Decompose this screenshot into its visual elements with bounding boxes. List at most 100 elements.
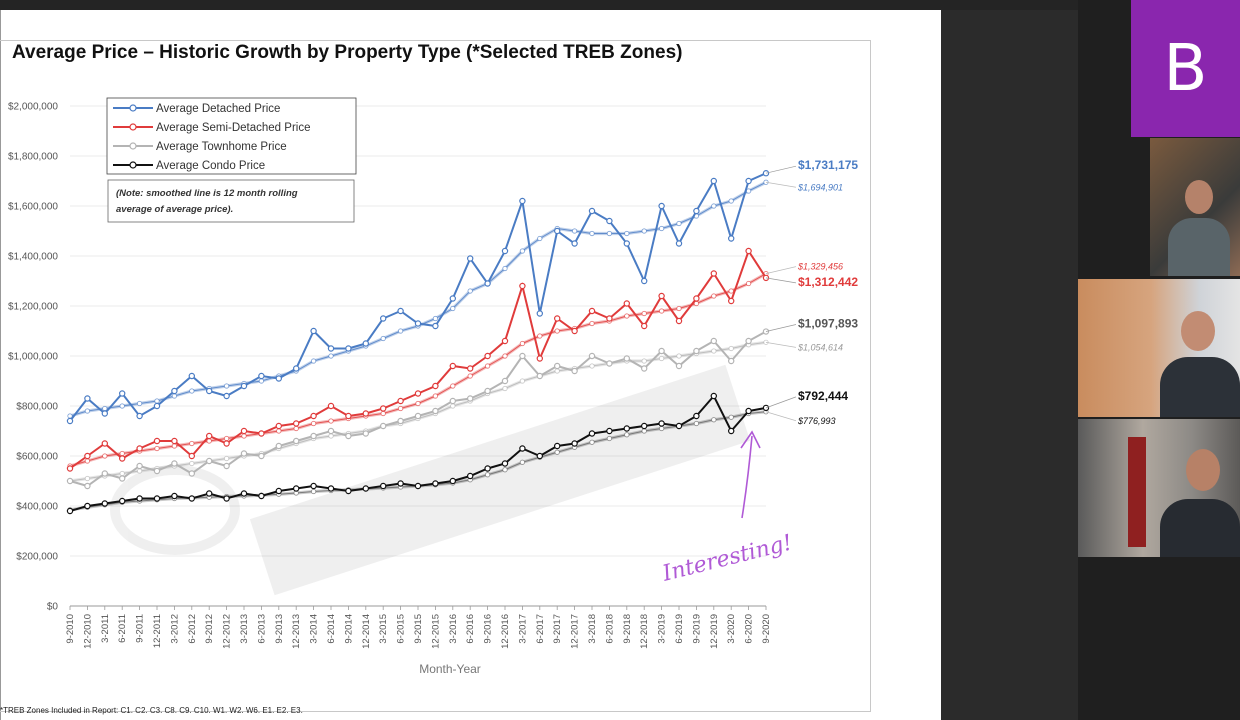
data-point	[205, 387, 213, 395]
data-point	[310, 327, 317, 335]
data-point	[66, 465, 74, 472]
smoothed-point	[467, 373, 473, 379]
data-point	[414, 320, 422, 327]
data-point	[118, 497, 126, 505]
smoothed-point	[589, 363, 595, 369]
smoothed-point	[606, 435, 613, 442]
data-point	[345, 412, 352, 420]
smoothed-point	[189, 460, 195, 467]
data-point	[240, 427, 248, 435]
final-value-label: $792,444	[798, 389, 848, 403]
participant-video-3[interactable]	[1078, 419, 1240, 557]
smoothed-point	[711, 203, 717, 209]
data-point	[153, 402, 161, 410]
participant-head	[1185, 180, 1213, 214]
smoothed-point	[711, 348, 717, 354]
label-leader	[765, 181, 797, 188]
legend-label: Average Detached Price	[156, 103, 280, 115]
data-point	[397, 397, 404, 405]
data-point	[641, 277, 648, 285]
data-point	[571, 367, 578, 375]
smoothed-point	[380, 410, 386, 417]
data-point	[554, 315, 561, 322]
data-point	[205, 490, 213, 497]
data-point	[380, 315, 387, 322]
smoothed-point	[728, 345, 734, 352]
data-point	[432, 322, 439, 330]
data-point	[345, 432, 352, 440]
participant-video-1[interactable]	[1150, 138, 1240, 276]
data-point	[501, 337, 509, 345]
data-point	[84, 395, 91, 402]
chart-frame	[0, 40, 871, 712]
data-point	[675, 422, 683, 430]
data-point	[84, 502, 91, 510]
y-tick-label: $1,000,000	[8, 352, 58, 363]
y-tick-label: $200,000	[16, 552, 58, 563]
x-tick-label: 9-2013	[274, 614, 285, 644]
legend-label: Average Townhome Price	[156, 141, 287, 153]
data-point	[414, 482, 422, 490]
smoothed-point	[450, 403, 456, 409]
data-point	[693, 295, 700, 302]
data-point	[467, 255, 474, 262]
smoothed-point	[589, 230, 595, 237]
data-point	[501, 460, 509, 467]
smoothed-point	[154, 445, 160, 452]
smoothed-point	[502, 265, 508, 272]
data-point	[536, 452, 544, 460]
smoothed-point	[658, 355, 665, 362]
data-point	[327, 427, 335, 435]
x-tick-label: 6-2015	[396, 614, 407, 644]
smoothed-point	[450, 383, 456, 389]
smoothed-value-label: $1,054,614	[797, 342, 843, 352]
data-point	[588, 307, 596, 315]
participant-head	[1186, 449, 1220, 491]
data-point	[171, 460, 178, 467]
data-point	[571, 240, 578, 247]
data-point	[66, 507, 74, 515]
smoothed-point	[102, 453, 108, 459]
participant-tile-brand[interactable]: B	[1131, 0, 1240, 137]
smoothed-point	[328, 418, 334, 424]
chart-title: Average Price – Historic Growth by Prope…	[12, 42, 683, 63]
x-axis-label: Month-Year	[419, 662, 481, 676]
data-point	[641, 322, 648, 330]
data-point	[136, 462, 143, 470]
smoothed-point	[189, 388, 195, 394]
x-tick-label: 9-2020	[761, 614, 772, 644]
data-point	[675, 362, 683, 370]
smoothed-point	[119, 450, 125, 457]
smoothed-point	[658, 308, 665, 314]
smoothed-point	[84, 458, 91, 464]
data-point	[675, 317, 683, 325]
smoothed-point	[432, 393, 438, 399]
data-point	[171, 492, 178, 500]
x-tick-label: 3-2013	[239, 614, 250, 644]
participant-video-2[interactable]	[1078, 279, 1240, 417]
x-tick-label: 9-2011	[135, 614, 146, 643]
x-tick-label: 3-2018	[587, 614, 598, 644]
data-point	[449, 477, 456, 485]
legend-label: Average Condo Price	[156, 160, 265, 172]
data-point	[745, 177, 752, 185]
data-point	[554, 362, 561, 370]
data-point	[118, 390, 126, 397]
data-point	[293, 437, 300, 445]
smoothed-value-label: $776,993	[797, 416, 836, 426]
smoothed-point	[484, 363, 491, 369]
data-point	[205, 457, 213, 465]
chart-note-box: (Note: smoothed line is 12 month rolling…	[107, 179, 355, 223]
data-point	[136, 445, 143, 452]
chart-legend: Average Detached Price Average Semi-Detac…	[106, 97, 357, 175]
smoothed-point	[397, 328, 404, 334]
participant-body	[1160, 357, 1240, 417]
x-tick-label: 9-2010	[65, 614, 76, 644]
data-point	[467, 395, 474, 402]
data-point	[310, 432, 317, 440]
smoothed-value-label: $1,329,456	[797, 262, 843, 272]
chart-footnote: *TREB Zones Included in Report: C1. C2. …	[0, 706, 303, 715]
data-point	[118, 455, 126, 462]
data-point	[223, 462, 230, 470]
x-tick-label: 6-2020	[744, 614, 755, 644]
